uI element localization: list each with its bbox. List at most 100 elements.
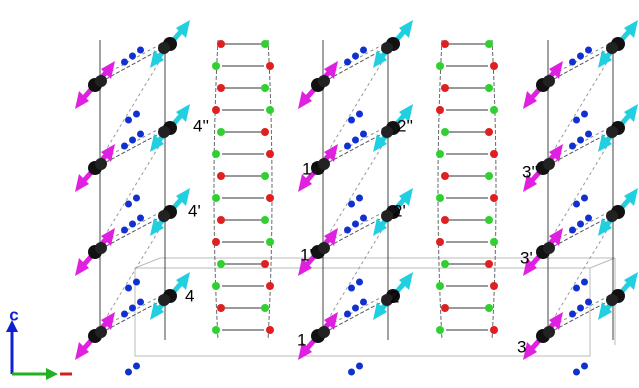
atom: [490, 150, 498, 158]
atom: [133, 363, 140, 370]
atom: [490, 238, 498, 246]
axis-indicator: c: [6, 305, 72, 380]
atom: [348, 285, 355, 292]
atom: [352, 53, 359, 60]
atom: [158, 126, 170, 138]
atom: [348, 201, 355, 208]
atom: [344, 311, 351, 318]
atom: [360, 299, 367, 306]
atom: [121, 143, 128, 150]
bond: [214, 40, 218, 340]
atom: [381, 126, 393, 138]
atom: [436, 282, 444, 290]
atom: [577, 53, 584, 60]
site-label: 3': [520, 248, 533, 267]
site-label: 2': [393, 201, 406, 220]
atom: [121, 311, 128, 318]
atom: [606, 126, 618, 138]
atom: [569, 227, 576, 234]
atom: [318, 242, 330, 254]
atom: [125, 285, 132, 292]
atom: [137, 215, 144, 222]
atom: [352, 305, 359, 312]
atom: [485, 260, 493, 268]
atom: [490, 194, 498, 202]
atom: [344, 227, 351, 234]
atom: [261, 216, 269, 224]
site-label: 1': [300, 245, 313, 264]
atom: [436, 150, 444, 158]
bond: [492, 40, 496, 340]
atom: [348, 117, 355, 124]
atom: [360, 131, 367, 138]
atom: [121, 59, 128, 66]
atom: [581, 363, 588, 370]
atom: [129, 53, 136, 60]
atom: [352, 137, 359, 144]
atom: [217, 216, 225, 224]
atom: [212, 150, 220, 158]
atom: [543, 242, 555, 254]
atom: [266, 150, 274, 158]
atom: [158, 42, 170, 54]
atom: [573, 201, 580, 208]
atom: [360, 215, 367, 222]
atom: [577, 221, 584, 228]
atom: [212, 282, 220, 290]
atom: [543, 75, 555, 87]
site-label: 1: [297, 330, 306, 349]
atom: [485, 84, 493, 92]
atom: [212, 106, 220, 114]
atom: [133, 279, 140, 286]
crystal-structure: c 11'1''22'2''33'3''44'4'': [0, 0, 639, 388]
atom: [352, 221, 359, 228]
atom: [606, 42, 618, 54]
atom: [436, 106, 444, 114]
atom: [261, 40, 269, 48]
atom: [585, 131, 592, 138]
atom: [585, 215, 592, 222]
atom: [490, 326, 498, 334]
atom: [573, 369, 580, 376]
atom: [441, 304, 449, 312]
atom: [129, 137, 136, 144]
site-label: 4'': [193, 116, 209, 135]
atom: [436, 194, 444, 202]
atom: [261, 260, 269, 268]
atom: [137, 47, 144, 54]
atom: [217, 84, 225, 92]
atom: [266, 326, 274, 334]
site-labels: 11'1''22'2''33'3''44'4'': [185, 116, 538, 356]
atom: [573, 285, 580, 292]
atom: [344, 59, 351, 66]
atom: [95, 158, 107, 170]
atoms: [75, 20, 638, 376]
bond: [438, 40, 442, 340]
atom: [356, 111, 363, 118]
atom: [436, 326, 444, 334]
atom: [158, 294, 170, 306]
bond: [268, 40, 272, 340]
atom: [485, 172, 493, 180]
atom: [606, 294, 618, 306]
atom: [436, 238, 444, 246]
atom: [573, 117, 580, 124]
atom: [485, 216, 493, 224]
atom: [356, 279, 363, 286]
atom: [266, 194, 274, 202]
atom: [585, 47, 592, 54]
atom: [543, 326, 555, 338]
atom: [217, 128, 225, 136]
atom: [436, 62, 444, 70]
atom: [569, 311, 576, 318]
atom: [441, 84, 449, 92]
atom: [261, 84, 269, 92]
atom: [137, 131, 144, 138]
site-label: 3'': [522, 162, 538, 181]
atom: [441, 40, 449, 48]
atom: [485, 40, 493, 48]
atom: [261, 304, 269, 312]
atom: [95, 242, 107, 254]
atom: [348, 369, 355, 376]
atom: [490, 62, 498, 70]
